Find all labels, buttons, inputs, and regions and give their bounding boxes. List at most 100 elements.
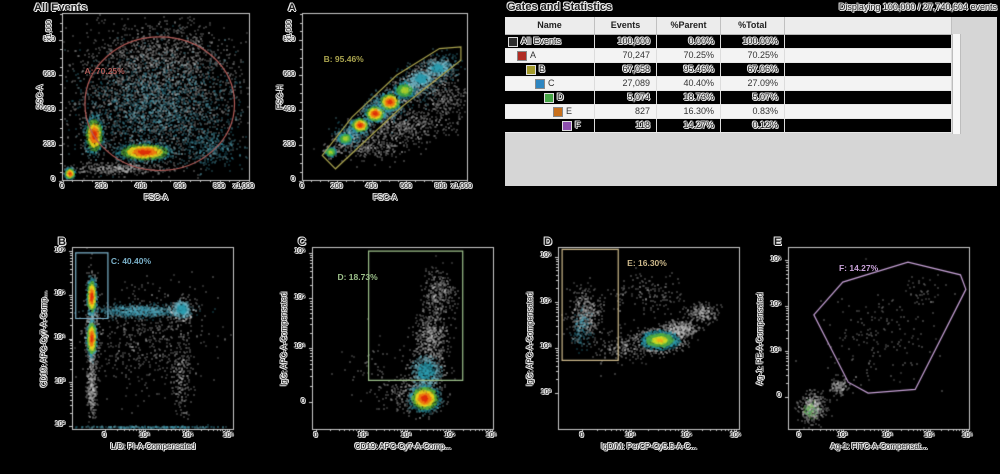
gate-color-swatch <box>562 120 572 131</box>
stats-table-scrollbar[interactable] <box>952 34 961 134</box>
x-tick-label: 10⁶ <box>222 432 234 439</box>
y-tick-label: 10⁵ <box>54 290 65 298</box>
gate-b-label[interactable]: B: 95.46% <box>323 54 364 65</box>
gate-name-label: E <box>566 106 573 116</box>
x-tick-label: 0 <box>579 432 584 439</box>
column-header-total[interactable]: %Total <box>721 17 785 34</box>
stats-panel-titlebar: Gates and Statistics Displaying 100,000 … <box>505 0 997 16</box>
stats-table-body: All Events 100,000 0.00% 100.00% A 70,247 70.2… <box>505 35 952 133</box>
y-tick-label: 200 <box>43 140 55 148</box>
y-tick-label: 0 <box>291 176 295 183</box>
x-tick-label: 0 <box>313 432 318 439</box>
x-axis-unit: x1,000 <box>450 183 472 190</box>
plot-b: B L/D: PI-A-Compensated CD19: APC-Cy7-A-… <box>32 236 244 470</box>
y-axis-unit: x1,000 <box>46 19 53 41</box>
plot-d: D IgD/M: PerCP-Cy5.5-A-C... IgG: APC-A-C… <box>518 236 750 470</box>
gate-d-label[interactable]: D: 18.73% <box>337 272 378 283</box>
stats-panel-title: Gates and Statistics <box>507 1 613 13</box>
gate-color-swatch <box>553 106 563 117</box>
y-tick-label: 800 <box>43 35 55 43</box>
gate-name-label: B <box>539 64 546 74</box>
table-row-c[interactable]: C 27,089 40.40% 27.09% <box>505 77 952 91</box>
table-row-d[interactable]: D 5,074 18.73% 5.07% <box>505 91 952 105</box>
x-tick-label: 10⁵ <box>444 432 455 439</box>
x-tick-label: 10⁴ <box>624 432 636 439</box>
table-row-b[interactable]: B 67,058 95.46% 67.06% <box>505 63 952 77</box>
gate-color-swatch <box>544 92 554 103</box>
total-pct-value: 70.25% <box>721 49 785 62</box>
plot-a-canvas[interactable] <box>296 11 472 187</box>
plot-c-canvas[interactable] <box>306 245 498 436</box>
y-tick-label: 10⁶ <box>54 246 65 254</box>
total-pct-value: 27.09% <box>721 77 785 90</box>
y-tick-label: 10² <box>54 421 65 429</box>
x-tick-label: 200 <box>330 183 343 190</box>
y-tick-label: 800 <box>283 35 295 43</box>
x-tick-label: 10⁶ <box>961 432 973 439</box>
y-tick-label: 10⁴ <box>770 346 781 354</box>
parent-pct-value: 70.25% <box>657 49 721 62</box>
gate-e-label[interactable]: E: 16.30% <box>627 257 667 268</box>
gate-a-label[interactable]: A: 70.25% <box>84 66 125 77</box>
extra-cell <box>785 77 952 90</box>
x-tick-label: 10⁶ <box>485 432 497 439</box>
table-row-a[interactable]: A 70,247 70.25% 70.25% <box>505 49 952 63</box>
y-tick-label: 400 <box>43 105 55 113</box>
y-tick-label: 0 <box>777 392 781 400</box>
parent-pct-value: 40.40% <box>657 77 721 90</box>
table-row-all-events[interactable]: All Events 100,000 0.00% 100.00% <box>505 35 952 49</box>
parent-pct-value: 14.27% <box>657 119 721 132</box>
plot-b-title: B <box>58 236 66 248</box>
events-displayed-counter: Displaying 100,000 / 27,740,604 events <box>838 2 997 12</box>
x-tick-label: 800 <box>434 183 447 190</box>
x-tick-label: 600 <box>400 183 412 190</box>
column-header-name[interactable]: Name <box>505 17 595 34</box>
events-value: 827 <box>595 105 657 118</box>
gate-name-label: D <box>557 92 564 102</box>
table-row-f[interactable]: F 118 14.27% 0.12% <box>505 119 952 133</box>
column-header-parent[interactable]: %Parent <box>657 17 721 34</box>
y-tick-label: 10⁴ <box>294 343 305 351</box>
plot-b-canvas[interactable] <box>66 245 238 436</box>
plot-e-canvas[interactable] <box>782 245 974 436</box>
total-pct-value: 0.83% <box>721 105 785 118</box>
x-tick-label: 10⁴ <box>882 432 893 439</box>
y-tick-label: 10⁶ <box>540 252 551 260</box>
table-row-e[interactable]: E 827 16.30% 0.83% <box>505 105 952 119</box>
gate-color-swatch <box>535 78 545 89</box>
y-tick-label: 0 <box>51 176 55 183</box>
y-tick-label: 10³ <box>540 388 551 396</box>
y-tick-label: 10⁶ <box>294 248 305 256</box>
x-tick-label: 10⁴ <box>400 432 412 439</box>
extra-cell <box>785 119 952 132</box>
column-header-events[interactable]: Events <box>595 17 657 34</box>
parent-pct-value: 0.00% <box>657 35 721 48</box>
y-tick-label: 10³ <box>54 377 65 385</box>
extra-cell <box>785 63 952 76</box>
plot-all-events-canvas[interactable] <box>56 11 254 187</box>
parent-pct-value: 95.46% <box>657 63 721 76</box>
x-tick-label: 600 <box>173 183 186 190</box>
y-tick-label: 600 <box>283 70 295 78</box>
plot-d-canvas[interactable] <box>552 245 744 436</box>
gate-color-swatch <box>526 64 536 75</box>
stats-table-header: Name Events %Parent %Total <box>505 17 952 35</box>
extra-cell <box>785 49 952 62</box>
x-tick-label: 0 <box>60 183 64 190</box>
events-value: 27,089 <box>595 77 657 90</box>
events-value: 70,247 <box>595 49 657 62</box>
x-axis-label: IgD/M: PerCP-Cy5.5-A-C... <box>600 442 697 451</box>
x-tick-label: 0 <box>300 183 304 190</box>
events-value: 100,000 <box>595 35 657 48</box>
gate-f-label[interactable]: F: 14.27% <box>838 263 879 274</box>
plot-a: A FSC-A FSC-H B: 95.46% 0 200 400 600 800 0 20… <box>268 2 476 214</box>
x-axis-unit: x1,000 <box>232 183 254 190</box>
column-header-extra[interactable] <box>785 17 952 34</box>
x-tick-label: 10⁵ <box>681 432 692 439</box>
y-tick-label: 10⁶ <box>770 255 781 263</box>
gate-name-label: All Events <box>521 36 562 46</box>
total-pct-value: 67.06% <box>721 63 785 76</box>
y-tick-label: 10⁵ <box>770 301 781 309</box>
gate-c-label[interactable]: C: 40.40% <box>110 255 152 266</box>
parent-pct-value: 16.30% <box>657 105 721 118</box>
